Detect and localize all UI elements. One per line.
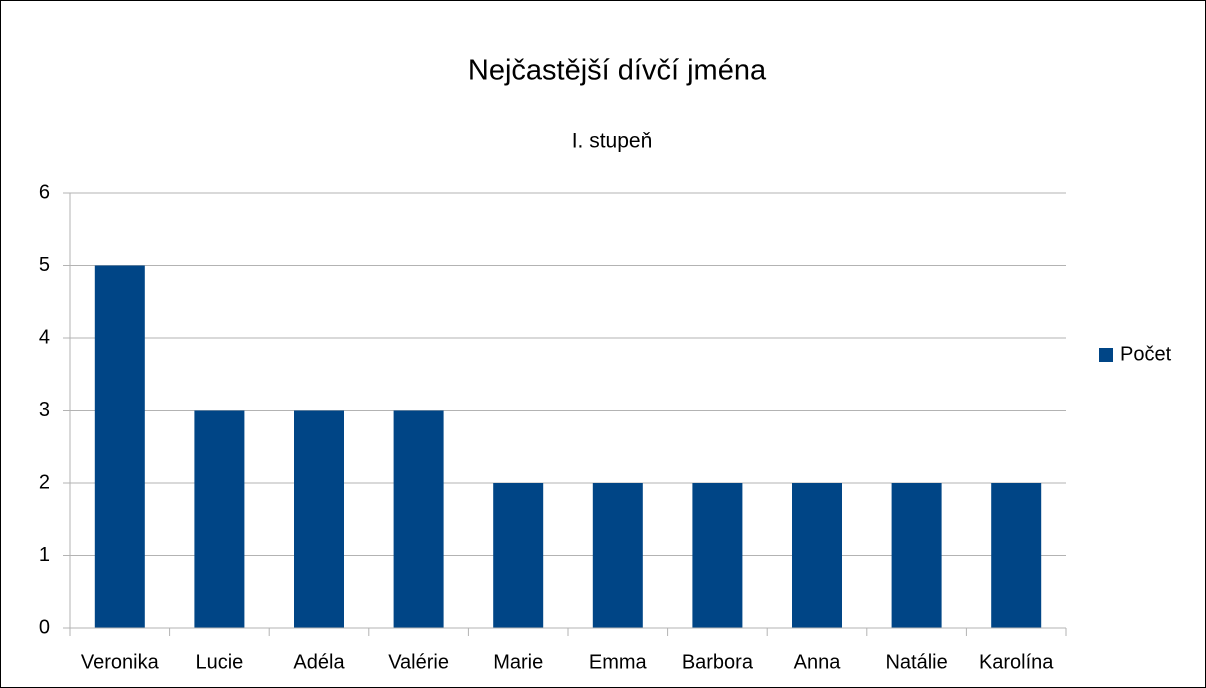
x-tick-label: Valérie	[388, 651, 449, 673]
x-tick-label: Emma	[589, 651, 648, 673]
x-tick-label: Adéla	[293, 651, 345, 673]
bar	[194, 410, 245, 628]
x-tick-label: Barbora	[682, 651, 754, 673]
x-tick-label: Marie	[493, 651, 543, 673]
x-tick-label: Veronika	[81, 651, 160, 673]
y-tick-label: 5	[39, 254, 50, 276]
legend-swatch	[1099, 348, 1113, 362]
x-tick-label: Lucie	[195, 651, 243, 673]
chart-title: Nejčastější dívčí jména	[468, 55, 767, 87]
y-tick-label: 0	[39, 616, 50, 638]
bar	[493, 483, 544, 628]
y-tick-label: 3	[39, 399, 50, 421]
bar	[94, 265, 145, 628]
x-tick-label: Natálie	[885, 651, 947, 673]
x-tick-label: Karolína	[979, 651, 1054, 673]
chart-subtitle: I. stupeň	[572, 130, 653, 153]
legend-label: Počet	[1120, 343, 1172, 365]
bar	[891, 483, 942, 628]
bar	[692, 483, 743, 628]
x-tick-label: Anna	[794, 651, 842, 673]
y-tick-label: 6	[39, 181, 50, 203]
bar	[792, 483, 842, 628]
bar	[294, 410, 344, 628]
bar	[991, 483, 1042, 628]
bar	[393, 410, 444, 628]
bar	[592, 483, 643, 628]
y-tick-label: 1	[39, 544, 50, 566]
y-tick-label: 4	[39, 326, 50, 348]
y-tick-label: 2	[39, 471, 50, 493]
